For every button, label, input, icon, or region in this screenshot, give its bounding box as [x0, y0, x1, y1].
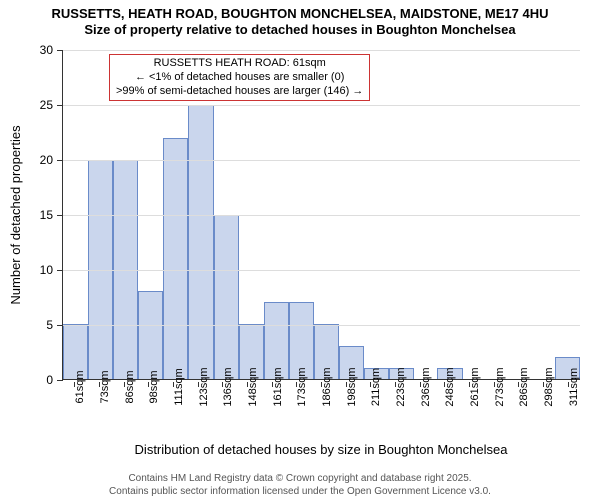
x-tick-labels: 61sqm73sqm86sqm98sqm111sqm123sqm136sqm14… — [62, 383, 580, 441]
x-tick-label: 248sqm — [444, 367, 456, 406]
x-label-cell: 98sqm — [136, 383, 161, 441]
x-label-cell: 123sqm — [185, 383, 210, 441]
title-line-2: Size of property relative to detached ho… — [0, 22, 600, 38]
x-tick-label: 298sqm — [543, 367, 555, 406]
grid-line — [63, 215, 580, 216]
x-tick-label: 311sqm — [568, 368, 580, 406]
grid-line — [63, 160, 580, 161]
plot-area: RUSSETTS HEATH ROAD: 61sqm ← <1% of deta… — [62, 50, 580, 380]
y-tick-label: 25 — [40, 98, 63, 112]
chart-container: Number of detached properties RUSSETTS H… — [0, 40, 600, 450]
histogram-bar — [214, 215, 239, 380]
x-tick-label: 161sqm — [272, 367, 284, 406]
chart-title: RUSSETTS, HEATH ROAD, BOUGHTON MONCHELSE… — [0, 0, 600, 39]
x-label-cell: 198sqm — [333, 383, 358, 441]
histogram-bar — [138, 291, 163, 379]
x-tick-label: 136sqm — [222, 367, 234, 406]
annotation-line-2: ← <1% of detached houses are smaller (0) — [116, 71, 363, 85]
y-tick-label: 5 — [46, 318, 63, 332]
y-tick-label: 15 — [40, 208, 63, 222]
x-tick-label: 61sqm — [74, 370, 86, 403]
x-label-cell: 211sqm — [358, 383, 383, 441]
x-tick-label: 273sqm — [494, 367, 506, 406]
attribution: Contains HM Land Registry data © Crown c… — [0, 473, 600, 498]
x-label-cell: 173sqm — [284, 383, 309, 441]
attribution-line-2: Contains public sector information licen… — [0, 486, 600, 499]
x-label-cell: 298sqm — [531, 383, 556, 441]
x-tick-label: 186sqm — [321, 367, 333, 406]
x-label-cell: 273sqm — [481, 383, 506, 441]
x-tick-label: 98sqm — [148, 370, 160, 403]
x-tick-label: 236sqm — [420, 367, 432, 406]
x-label-cell: 236sqm — [407, 383, 432, 441]
y-tick-label: 20 — [40, 153, 63, 167]
x-tick-label: 111sqm — [173, 368, 185, 406]
attribution-line-1: Contains HM Land Registry data © Crown c… — [0, 473, 600, 486]
grid-line — [63, 105, 580, 106]
x-label-cell: 186sqm — [309, 383, 334, 441]
y-axis-title: Number of detached properties — [8, 125, 23, 304]
x-tick-label: 211sqm — [370, 368, 382, 406]
x-label-cell: 261sqm — [457, 383, 482, 441]
x-label-cell: 248sqm — [432, 383, 457, 441]
x-label-cell: 86sqm — [111, 383, 136, 441]
x-label-cell: 286sqm — [506, 383, 531, 441]
x-label-cell: 161sqm — [259, 383, 284, 441]
x-label-cell: 148sqm — [235, 383, 260, 441]
grid-line — [63, 325, 580, 326]
x-label-cell: 311sqm — [555, 383, 580, 441]
x-label-cell: 61sqm — [62, 383, 87, 441]
x-label-cell: 111sqm — [161, 383, 186, 441]
x-tick-label: 73sqm — [99, 370, 111, 403]
x-tick-label: 198sqm — [346, 367, 358, 406]
x-tick-label: 123sqm — [198, 367, 210, 406]
y-tick-label: 30 — [40, 43, 63, 57]
histogram-bar — [163, 138, 188, 379]
histogram-bar — [188, 105, 213, 379]
highlight-annotation: RUSSETTS HEATH ROAD: 61sqm ← <1% of deta… — [109, 54, 370, 101]
x-label-cell: 136sqm — [210, 383, 235, 441]
grid-line — [63, 50, 580, 51]
title-line-1: RUSSETTS, HEATH ROAD, BOUGHTON MONCHELSE… — [0, 6, 600, 22]
x-tick-label: 148sqm — [247, 367, 259, 406]
x-label-cell: 223sqm — [383, 383, 408, 441]
x-tick-label: 173sqm — [296, 367, 308, 406]
x-label-cell: 73sqm — [87, 383, 112, 441]
annotation-line-1: RUSSETTS HEATH ROAD: 61sqm — [116, 57, 363, 71]
x-tick-label: 286sqm — [518, 367, 530, 406]
annotation-line-3: >99% of semi-detached houses are larger … — [116, 85, 363, 99]
x-axis-title: Distribution of detached houses by size … — [62, 442, 580, 457]
y-tick-label: 10 — [40, 263, 63, 277]
x-tick-label: 223sqm — [395, 367, 407, 406]
grid-line — [63, 270, 580, 271]
x-tick-label: 261sqm — [469, 367, 481, 406]
y-tick-label: 0 — [46, 373, 63, 387]
x-tick-label: 86sqm — [124, 370, 136, 403]
